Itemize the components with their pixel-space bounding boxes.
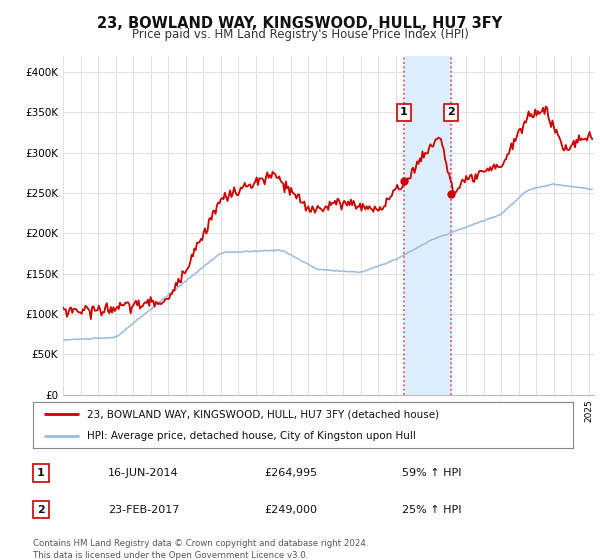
Text: Contains HM Land Registry data © Crown copyright and database right 2024.
This d: Contains HM Land Registry data © Crown c… — [33, 539, 368, 559]
Text: Price paid vs. HM Land Registry's House Price Index (HPI): Price paid vs. HM Land Registry's House … — [131, 28, 469, 41]
Text: 23, BOWLAND WAY, KINGSWOOD, HULL, HU7 3FY: 23, BOWLAND WAY, KINGSWOOD, HULL, HU7 3F… — [97, 16, 503, 31]
Text: 25% ↑ HPI: 25% ↑ HPI — [402, 505, 461, 515]
Text: 23-FEB-2017: 23-FEB-2017 — [108, 505, 179, 515]
Text: 16-JUN-2014: 16-JUN-2014 — [108, 468, 179, 478]
Text: £264,995: £264,995 — [264, 468, 317, 478]
Bar — [404, 56, 451, 395]
Text: 1: 1 — [37, 468, 44, 478]
Text: 23, BOWLAND WAY, KINGSWOOD, HULL, HU7 3FY (detached house): 23, BOWLAND WAY, KINGSWOOD, HULL, HU7 3F… — [87, 409, 439, 419]
Text: £249,000: £249,000 — [264, 505, 317, 515]
Text: 2: 2 — [37, 505, 44, 515]
Text: 59% ↑ HPI: 59% ↑ HPI — [402, 468, 461, 478]
Text: HPI: Average price, detached house, City of Kingston upon Hull: HPI: Average price, detached house, City… — [87, 431, 416, 441]
Text: 2: 2 — [447, 108, 455, 118]
Text: 1: 1 — [400, 108, 408, 118]
